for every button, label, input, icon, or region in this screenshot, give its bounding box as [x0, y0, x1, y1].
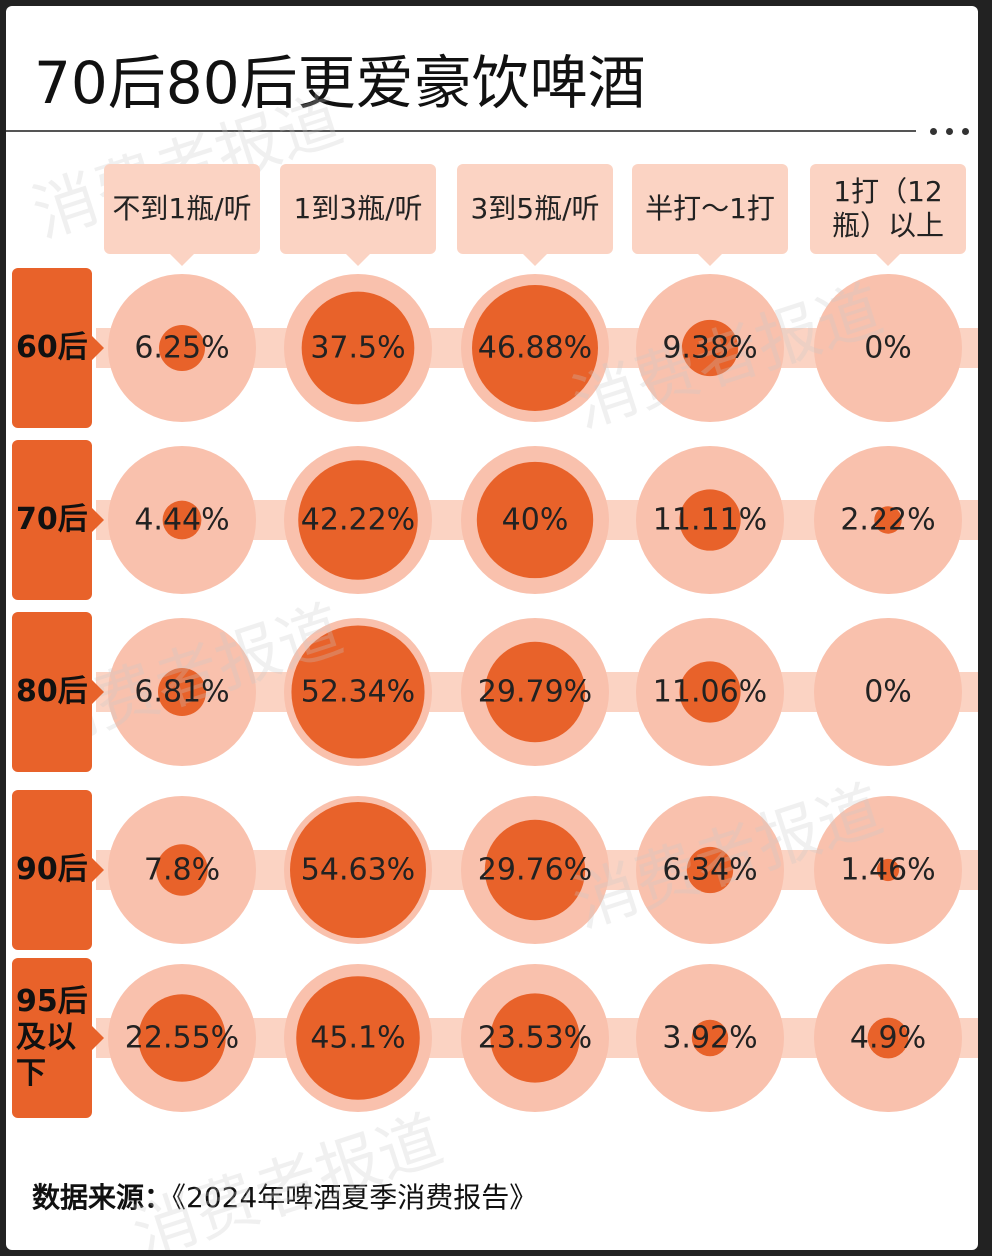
bubble — [159, 325, 205, 371]
value-label: 54.63% — [300, 852, 416, 888]
bubble — [490, 993, 580, 1083]
bubble — [298, 460, 418, 580]
value-label: 3.92% — [662, 1020, 758, 1056]
title: 70后80后更爱豪饮啤酒 — [34, 49, 646, 117]
value-label: 52.34% — [300, 674, 416, 710]
row-label: 60后 — [12, 268, 104, 428]
source-text: 《2024年啤酒夏季消费报告》 — [172, 1181, 538, 1214]
dot — [962, 128, 969, 135]
value-label: 29.79% — [477, 674, 593, 710]
dot — [930, 128, 937, 135]
value-label: 2.22% — [840, 502, 936, 538]
source-label: 数据来源： — [32, 1181, 173, 1214]
value-label: 0% — [864, 674, 912, 710]
column-header: 半打～1打 — [632, 164, 788, 266]
value-label: 0% — [864, 330, 912, 366]
dot — [946, 128, 953, 135]
value-label: 42.22% — [300, 502, 416, 538]
bubble — [472, 285, 598, 411]
title-rule — [6, 130, 916, 132]
row-label: 80后 — [12, 612, 104, 772]
bubble-bg — [814, 274, 962, 422]
column-header: 1打（12瓶）以上 — [810, 164, 966, 266]
bubble — [484, 641, 586, 743]
bubble — [681, 319, 739, 377]
value-label: 6.81% — [134, 674, 230, 710]
value-label: 11.11% — [652, 502, 768, 538]
bubble — [156, 844, 208, 896]
value-label: 46.88% — [477, 330, 593, 366]
row-label: 70后 — [12, 440, 104, 600]
row-label: 90后 — [12, 790, 104, 950]
column-header: 3到5瓶/听 — [457, 164, 613, 266]
infographic: 70后80后更爱豪饮啤酒 数据来源：《2024年啤酒夏季消费报告》 消费者报道消… — [6, 6, 978, 1250]
bubble — [296, 976, 420, 1100]
bubble — [679, 661, 741, 723]
bubble — [867, 1017, 909, 1059]
value-label: 37.5% — [310, 330, 406, 366]
value-label: 23.53% — [477, 1020, 593, 1056]
value-label: 45.1% — [310, 1020, 406, 1056]
row-label: 95后及以下 — [12, 958, 104, 1118]
bubble — [162, 500, 202, 540]
bubble — [290, 802, 426, 938]
bubble-layer — [96, 274, 978, 1112]
bubble — [138, 994, 226, 1082]
value-label: 11.06% — [652, 674, 768, 710]
source: 数据来源：《2024年啤酒夏季消费报告》 — [32, 1176, 537, 1216]
value-label: 1.46% — [840, 852, 936, 888]
bubble — [876, 858, 900, 882]
value-label: 4.9% — [849, 1020, 927, 1056]
bubble — [691, 1019, 729, 1057]
value-label: 40% — [501, 502, 569, 538]
value-label: 9.38% — [662, 330, 758, 366]
column-header: 1到3瓶/听 — [280, 164, 436, 266]
column-header: 不到1瓶/听 — [104, 164, 260, 266]
bubble — [301, 291, 415, 405]
value-label: 6.25% — [134, 330, 230, 366]
bubble — [679, 489, 741, 551]
bubble-bg — [814, 618, 962, 766]
bubble — [291, 625, 425, 759]
bubble — [686, 846, 734, 894]
bubble — [484, 819, 586, 921]
value-label: 6.34% — [662, 852, 758, 888]
value-label: 7.8% — [143, 852, 221, 888]
bubble — [476, 461, 594, 579]
bubble — [874, 506, 902, 534]
bubble — [157, 667, 207, 717]
value-label: 29.76% — [477, 852, 593, 888]
value-label: 22.55% — [124, 1020, 240, 1056]
value-label: 4.44% — [134, 502, 230, 538]
